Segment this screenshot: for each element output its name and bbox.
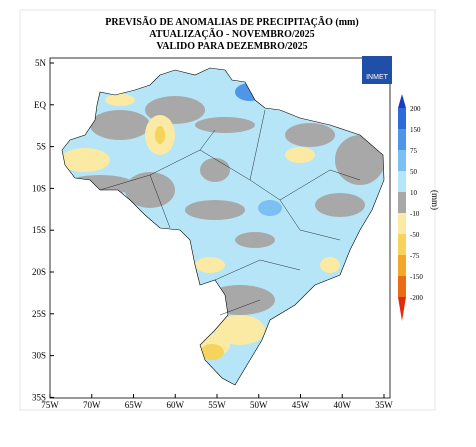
legend-swatch <box>398 150 406 171</box>
legend-label: -50 <box>410 231 420 239</box>
lat-label: 35S <box>32 392 46 402</box>
lon-label: 35W <box>375 400 393 410</box>
lat-label: 20S <box>32 267 46 277</box>
legend-unit: (mm) <box>430 190 440 210</box>
lat-label: 5N <box>35 58 47 68</box>
legend-label: -10 <box>410 210 420 218</box>
lat-label: 25S <box>32 309 46 319</box>
legend-swatch <box>398 171 406 192</box>
title-line: ATUALIZAÇÃO - NOVEMBRO/2025 <box>149 28 314 40</box>
state-borders <box>99 109 361 316</box>
legend-swatch <box>398 192 406 213</box>
logo-box <box>362 56 392 84</box>
title-line: PREVISÃO DE ANOMALIAS DE PRECIPITAÇÃO (m… <box>105 16 358 28</box>
lon-label: 65W <box>125 400 143 410</box>
legend-arrow <box>398 94 406 108</box>
legend-label: -150 <box>410 273 423 281</box>
legend-label: 50 <box>410 168 418 176</box>
lat-label: 30S <box>32 351 46 361</box>
lon-label: 75W <box>41 400 59 410</box>
legend-swatch <box>398 276 406 297</box>
legend-arrow <box>398 297 406 321</box>
legend-swatch <box>398 234 406 255</box>
lat-label: EQ <box>34 100 46 110</box>
lon-label: 50W <box>250 400 268 410</box>
legend-label: 150 <box>410 126 421 134</box>
legend-swatch <box>398 129 406 150</box>
lat-label: 5S <box>36 142 46 152</box>
lon-label: 60W <box>167 400 185 410</box>
logo-text: INMET <box>366 74 389 81</box>
lat-label: 10S <box>32 183 46 193</box>
legend-swatch <box>398 213 406 234</box>
legend-label: -200 <box>410 294 423 302</box>
legend-label: -75 <box>410 252 420 260</box>
legend-label: 75 <box>410 147 418 155</box>
legend-swatch <box>398 108 406 129</box>
lat-label: 15S <box>32 225 46 235</box>
legend-label: 10 <box>410 189 418 197</box>
lon-label: 40W <box>334 400 352 410</box>
legend-swatch <box>398 255 406 276</box>
title-line: VALIDO PARA DEZEMBRO/2025 <box>156 41 307 52</box>
lon-label: 45W <box>292 400 310 410</box>
legend-label: 200 <box>410 105 421 113</box>
lon-label: 70W <box>83 400 101 410</box>
lon-label: 55W <box>208 400 226 410</box>
